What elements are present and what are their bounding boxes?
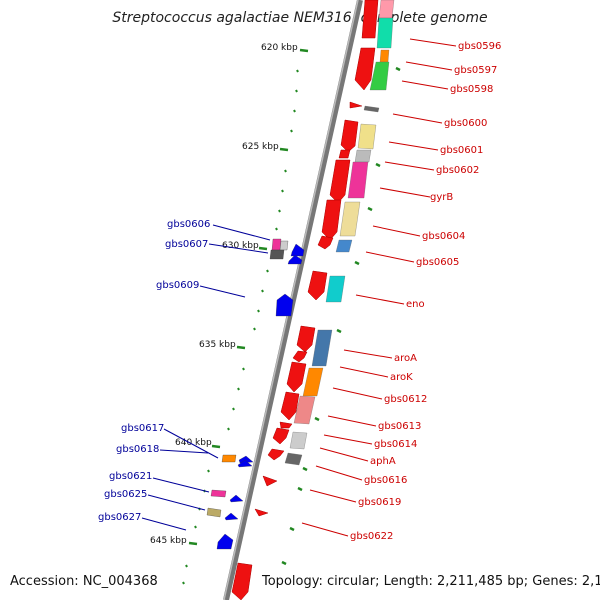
tick-mark-620 <box>299 48 309 53</box>
gene-block-gbs0605 <box>335 239 353 253</box>
gene-label-gbs0621[interactable]: gbs0621 <box>109 471 152 482</box>
gene-block-gbs0606-gray <box>279 240 289 251</box>
genome-title: Streptococcus agalactiae NEM316, complet… <box>112 10 488 26</box>
gene-block-gbs0614 <box>289 431 308 450</box>
gene-arrow-gbs0601 <box>340 119 359 153</box>
gene-label-gbs0617[interactable]: gbs0617 <box>121 423 164 434</box>
gene-label-gbs0600[interactable]: gbs0600 <box>444 118 487 129</box>
gene-arrow-gbs0621 <box>229 494 244 503</box>
gene-label-gbs0618[interactable]: gbs0618 <box>116 444 159 455</box>
tick-mark-625 <box>279 147 289 152</box>
gene-arrow-aroK <box>292 350 308 363</box>
gene-block-gbs0616 <box>284 452 303 466</box>
gene-block-gbs0596-top <box>378 0 395 19</box>
gene-block-gbs0600 <box>363 105 380 113</box>
accession-text: Accession: NC_004368 <box>10 574 158 589</box>
reverse-leader-lines <box>141 224 271 531</box>
gene-block-gbs0601 <box>357 123 377 150</box>
gene-label-gbs0627[interactable]: gbs0627 <box>98 512 141 523</box>
gene-label-aroA[interactable]: aroA <box>394 353 417 364</box>
gene-arrow-gbs0604 <box>321 199 342 241</box>
gene-arrow-eno <box>307 270 328 301</box>
gene-label-aroK[interactable]: aroK <box>390 372 413 383</box>
gene-label-gbs0609[interactable]: gbs0609 <box>156 280 199 291</box>
gene-block-gbs0607 <box>269 249 285 260</box>
tick-label-645: 645 kbp <box>150 536 187 546</box>
tick-label-635: 635 kbp <box>199 340 236 350</box>
gene-arrow-gyrB <box>329 159 351 204</box>
gene-arrow-aroA <box>296 325 316 353</box>
gene-block-gbs0604 <box>339 201 361 237</box>
gene-arrow-gbs0606 <box>290 243 305 257</box>
gene-label-gbs0601[interactable]: gbs0601 <box>440 145 483 156</box>
gene-arrow-aphA <box>272 427 290 445</box>
gene-block-gbs0612 <box>302 367 324 397</box>
gene-arrow-gbs0607 <box>287 254 303 265</box>
tick-label-630: 630 kbp <box>222 241 259 251</box>
forward-gene-blocks <box>284 0 395 466</box>
gene-block-gbs0598 <box>369 61 390 91</box>
minor-ticks-right <box>281 66 401 566</box>
reverse-gene-blocks <box>206 238 305 550</box>
gene-arrow-bottom <box>231 562 253 600</box>
gene-arrow-gbs0596 <box>361 0 379 39</box>
gene-arrow-gbs0622 <box>254 508 269 517</box>
tick-label-625: 625 kbp <box>242 142 279 152</box>
gene-arrow-gbs0617 <box>238 455 254 464</box>
gene-label-gbs0596[interactable]: gbs0596 <box>458 41 501 52</box>
gene-label-gbs0605[interactable]: gbs0605 <box>416 257 459 268</box>
gene-arrow-gbs0619 <box>262 475 278 487</box>
gene-arrow-gbs0609 <box>275 293 294 317</box>
gene-block-eno <box>325 275 346 303</box>
gene-block-gbs0617 <box>221 454 237 463</box>
topology-text: Topology: circular; Length: 2,211,485 bp… <box>262 574 600 589</box>
gene-label-gbs0616[interactable]: gbs0616 <box>364 475 407 486</box>
gene-label-gbs0622[interactable]: gbs0622 <box>350 531 393 542</box>
gene-arrow-gbs0625 <box>224 512 239 521</box>
gene-arrow-gbs0618 <box>237 459 253 468</box>
gene-label-gbs0612[interactable]: gbs0612 <box>384 394 427 405</box>
minor-ticks-left <box>182 69 299 585</box>
gene-arrow-gbs0613 <box>280 391 300 421</box>
gene-label-gbs0604[interactable]: gbs0604 <box>422 231 465 242</box>
gene-arrow-gbs0627 <box>216 533 234 550</box>
gene-block-gbs0597-orange <box>379 49 390 63</box>
gene-arrow-gbs0597 <box>354 47 376 91</box>
gene-label-gyrB[interactable]: gyrB <box>430 192 453 203</box>
gene-label-eno[interactable]: eno <box>406 299 425 310</box>
gene-arrow-gbs0600 <box>349 101 363 109</box>
gene-label-gbs0606[interactable]: gbs0606 <box>167 219 210 230</box>
tick-mark-640 <box>211 444 221 449</box>
tick-mark-645 <box>188 541 198 546</box>
gene-label-gbs0625[interactable]: gbs0625 <box>104 489 147 500</box>
gene-block-gbs0596 <box>376 17 394 49</box>
gene-arrow-gbs0612 <box>286 361 307 393</box>
forward-leader-lines <box>301 38 457 537</box>
gene-block-gbs0602-gray <box>354 149 372 163</box>
forward-gene-arrows <box>231 0 379 600</box>
gene-label-gbs0619[interactable]: gbs0619 <box>358 497 401 508</box>
gene-label-gbs0614[interactable]: gbs0614 <box>374 439 417 450</box>
gene-label-gbs0607[interactable]: gbs0607 <box>165 239 208 250</box>
tick-label-620: 620 kbp <box>261 43 298 53</box>
tick-mark-635 <box>236 345 246 350</box>
gene-arrow-gbs0614 <box>279 421 293 429</box>
gene-block-gbs0613 <box>293 395 316 425</box>
gene-block-gbs0606 <box>271 238 282 251</box>
gene-label-aphA[interactable]: aphA <box>370 456 396 467</box>
gene-label-gbs0598[interactable]: gbs0598 <box>450 84 493 95</box>
gene-label-gbs0597[interactable]: gbs0597 <box>454 65 497 76</box>
gene-block-aroA <box>311 329 333 367</box>
gene-block-gyrB <box>347 161 369 199</box>
gene-arrow-gbs0605 <box>317 235 334 250</box>
gene-arrow-gbs0616 <box>267 448 285 461</box>
gene-block-gbs0621 <box>210 489 227 498</box>
gene-block-gbs0625 <box>206 507 222 518</box>
tick-mark-630 <box>258 246 268 251</box>
gene-label-gbs0602[interactable]: gbs0602 <box>436 165 479 176</box>
gene-label-gbs0613[interactable]: gbs0613 <box>378 421 421 432</box>
tick-label-640: 640 kbp <box>175 438 212 448</box>
gene-arrow-gbs0602 <box>338 149 351 159</box>
